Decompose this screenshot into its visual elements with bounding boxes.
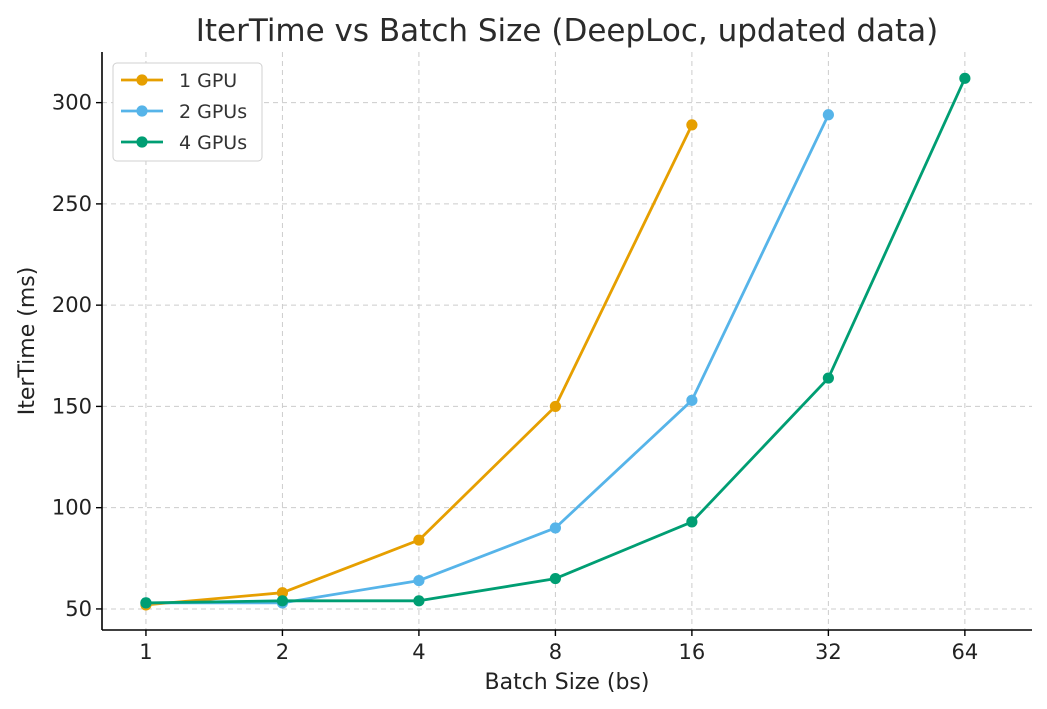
axis-ticks: 1 2 4 8 16 32 64 50 100 150 200 250 300 [52,91,978,664]
legend-item: 2 GPUs [121,101,247,123]
series-1 [140,109,834,609]
legend-item: 1 GPU [121,70,237,92]
x-tick-label: 32 [815,640,842,664]
data-point [140,597,152,609]
data-point [686,119,698,131]
y-tick-label: 200 [52,293,92,317]
legend-label: 4 GPUs [179,132,247,154]
x-tick-label: 4 [412,640,425,664]
legend-marker [136,136,148,148]
data-point [822,372,834,384]
x-tick-label: 2 [276,640,289,664]
data-point [549,572,562,585]
y-tick-label: 250 [52,192,92,216]
data-point [549,522,562,534]
legend: 1 GPU 2 GPUs 4 GPUs [112,62,263,162]
data-point [959,72,971,84]
y-tick-label: 50 [65,597,92,621]
data-point [686,394,698,406]
grid [102,52,1032,630]
x-tick-label: 8 [549,640,562,664]
series-line [145,114,830,605]
chart-title: IterTime vs Batch Size (DeepLoc, updated… [196,13,939,49]
data-point [276,587,289,599]
series-group [140,72,971,611]
y-tick-label: 300 [52,91,92,115]
data-point [413,534,425,546]
data-point [822,109,834,121]
x-tick-label: 16 [679,640,706,664]
y-tick-label: 100 [52,496,92,520]
y-axis-label: IterTime (ms) [15,267,40,416]
y-tick-label: 150 [52,394,92,418]
legend-marker [136,105,148,117]
legend-label: 1 GPU [179,70,237,92]
legend-marker [136,74,148,86]
legend-label: 2 GPUs [179,101,247,123]
data-point [413,595,425,607]
series-2 [140,72,971,609]
x-tick-label: 64 [952,640,979,664]
legend-item: 4 GPUs [121,132,247,154]
data-point [413,574,425,587]
data-point [276,595,289,607]
x-tick-label: 1 [139,640,152,664]
data-point [686,516,698,528]
x-axis-label: Batch Size (bs) [485,670,650,695]
series-0 [140,119,698,611]
legend-box [112,62,263,162]
data-point [549,400,562,413]
